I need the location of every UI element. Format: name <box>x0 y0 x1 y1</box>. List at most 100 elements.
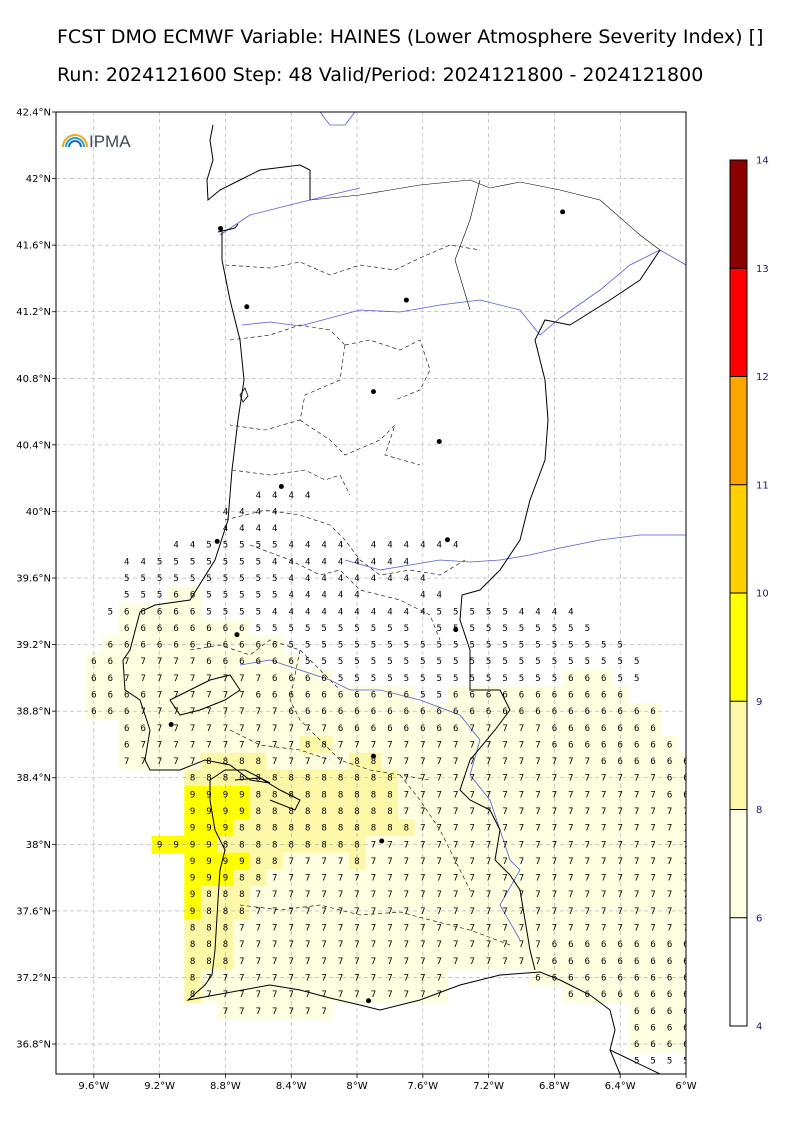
haines-value: 4 <box>404 541 409 551</box>
colorbar-tick-label: 4 <box>756 1022 762 1033</box>
haines-cell <box>644 736 662 754</box>
haines-cell <box>529 902 547 920</box>
haines-cell <box>299 769 317 787</box>
haines-cell <box>677 786 686 804</box>
haines-value: 5 <box>502 607 507 617</box>
haines-value: 6 <box>552 940 557 950</box>
haines-value: 6 <box>140 607 145 617</box>
haines-value: 6 <box>634 1007 639 1017</box>
haines-value: 7 <box>140 707 145 717</box>
haines-cell <box>200 935 218 954</box>
haines-cell <box>579 852 597 870</box>
haines-cell <box>628 835 646 854</box>
haines-value: 6 <box>272 674 277 684</box>
haines-value: 6 <box>486 691 491 701</box>
haines-cell <box>496 919 514 937</box>
haines-value: 6 <box>683 990 688 1000</box>
haines-cell <box>200 802 218 820</box>
haines-cell <box>579 719 597 737</box>
haines-value: 7 <box>256 890 261 900</box>
haines-value: 5 <box>634 1057 639 1067</box>
haines-value: 4 <box>256 507 261 517</box>
haines-cell <box>694 953 711 970</box>
haines-value: 7 <box>305 907 310 917</box>
haines-value: 7 <box>404 774 409 784</box>
haines-value: 7 <box>585 890 590 900</box>
haines-value: 5 <box>223 541 228 551</box>
haines-cell <box>398 736 416 754</box>
haines-value: 7 <box>190 757 195 767</box>
haines-cell <box>628 952 646 970</box>
haines-cell <box>134 652 152 671</box>
haines-value: 8 <box>272 774 277 784</box>
haines-value: 6 <box>601 940 606 950</box>
haines-value: 7 <box>502 890 507 900</box>
haines-value: 7 <box>206 674 211 684</box>
haines-value: 7 <box>716 840 721 850</box>
haines-value: 7 <box>437 890 442 900</box>
haines-value: 6 <box>338 691 343 701</box>
haines-value: 7 <box>568 840 573 850</box>
haines-value: 6 <box>601 674 606 684</box>
city-dot <box>379 838 385 844</box>
haines-cell <box>398 752 416 770</box>
haines-cell <box>250 652 268 671</box>
haines-value: 7 <box>140 657 145 667</box>
haines-value: 4 <box>338 591 343 601</box>
haines-cell <box>250 702 268 720</box>
haines-cell <box>266 985 284 1003</box>
haines-value: 7 <box>683 890 688 900</box>
haines-cell <box>250 1002 268 1020</box>
haines-value: 7 <box>404 940 409 950</box>
haines-cell <box>447 935 465 954</box>
haines-value: 7 <box>552 890 557 900</box>
haines-value: 8 <box>206 957 211 967</box>
haines-value: 7 <box>371 874 376 884</box>
haines-cell <box>266 802 284 820</box>
haines-value: 7 <box>190 691 195 701</box>
haines-value: 9 <box>190 890 195 900</box>
haines-cell <box>447 852 465 870</box>
haines-cell <box>628 736 646 754</box>
colorbar-tick-label: 9 <box>756 697 762 708</box>
haines-value: 7 <box>256 924 261 934</box>
haines-value: 4 <box>239 507 244 517</box>
haines-value: 5 <box>206 541 211 551</box>
haines-cell <box>529 885 547 904</box>
haines-value: 5 <box>502 674 507 684</box>
haines-cell <box>513 719 531 737</box>
haines-value: 6 <box>157 641 162 651</box>
haines-value: 7 <box>469 924 474 934</box>
haines-cell <box>431 802 448 820</box>
haines-cell <box>332 736 350 754</box>
haines-value: 7 <box>272 740 277 750</box>
haines-cell <box>595 869 613 887</box>
haines-value: 4 <box>305 591 310 601</box>
haines-cell <box>398 719 416 737</box>
haines-value: 5 <box>617 641 622 651</box>
haines-cell <box>381 902 399 920</box>
haines-value: 4 <box>437 541 442 551</box>
haines-cell <box>677 935 686 954</box>
haines-value: 5 <box>420 657 425 667</box>
haines-cell <box>513 952 531 970</box>
haines-cell <box>644 802 662 820</box>
lat-tick-label: 40°N <box>26 507 51 518</box>
haines-value: 7 <box>700 924 705 934</box>
haines-value: 5 <box>585 641 590 651</box>
haines-value: 6 <box>683 757 688 767</box>
haines-value: 7 <box>223 707 228 717</box>
haines-value: 5 <box>585 657 590 667</box>
haines-cell <box>628 752 646 770</box>
haines-value: 5 <box>157 591 162 601</box>
haines-value: 7 <box>124 757 129 767</box>
haines-value: 9 <box>190 824 195 834</box>
haines-cell <box>299 869 317 887</box>
haines-value: 7 <box>404 757 409 767</box>
haines-value: 7 <box>552 790 557 800</box>
haines-value: 7 <box>437 990 442 1000</box>
haines-cell <box>200 769 218 787</box>
haines-cell <box>233 652 251 671</box>
haines-value: 7 <box>157 674 162 684</box>
haines-cell <box>644 752 662 770</box>
